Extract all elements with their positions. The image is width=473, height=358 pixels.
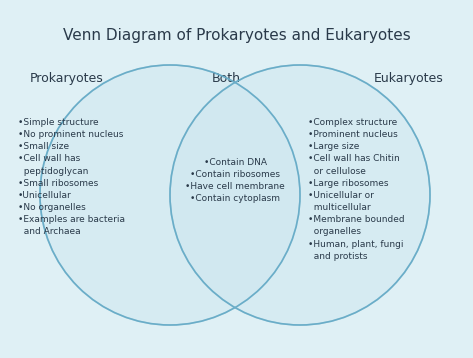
Text: Eukaryotes: Eukaryotes <box>373 72 443 85</box>
Text: Both: Both <box>212 72 241 85</box>
Text: Venn Diagram of Prokaryotes and Eukaryotes: Venn Diagram of Prokaryotes and Eukaryot… <box>62 28 411 43</box>
Text: •Contain DNA
•Contain ribosomes
•Have cell membrane
•Contain cytoplasm: •Contain DNA •Contain ribosomes •Have ce… <box>185 158 285 203</box>
Circle shape <box>40 65 300 325</box>
Circle shape <box>170 65 430 325</box>
Text: •Complex structure
•Prominent nucleus
•Large size
•Cell wall has Chitin
  or cel: •Complex structure •Prominent nucleus •L… <box>308 118 404 261</box>
Text: •Simple structure
•No prominent nucleus
•Small size
•Cell wall has
  peptidoglyc: •Simple structure •No prominent nucleus … <box>18 118 125 236</box>
Text: Prokaryotes: Prokaryotes <box>30 72 104 85</box>
